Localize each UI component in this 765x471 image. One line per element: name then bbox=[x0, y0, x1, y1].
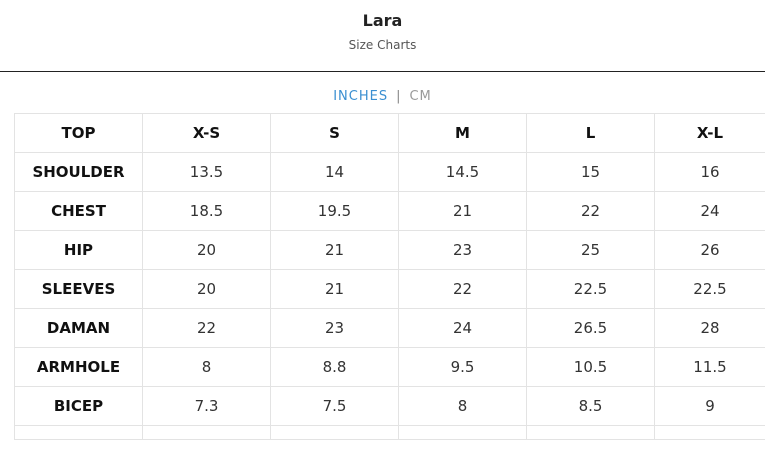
table-header-row: TOP X-S S M L X-L bbox=[14, 113, 765, 153]
table-cell: 19.5 bbox=[270, 191, 399, 231]
table-cell: 23 bbox=[270, 308, 399, 348]
table-row: CHEST 18.5 19.5 21 22 24 bbox=[14, 191, 765, 231]
table-cell: 22.5 bbox=[526, 269, 655, 309]
column-header-m: M bbox=[398, 113, 527, 153]
table-cell: 10.5 bbox=[526, 347, 655, 387]
table-cell: 7.3 bbox=[142, 386, 271, 426]
table-row: SHOULDER 13.5 14 14.5 15 16 bbox=[14, 152, 765, 192]
table-cell: 22 bbox=[142, 308, 271, 348]
unit-separator: | bbox=[396, 89, 402, 104]
row-label-shoulder: SHOULDER bbox=[14, 152, 143, 192]
table-cell: 28 bbox=[654, 308, 765, 348]
table-row: SLEEVES 20 21 22 22.5 22.5 bbox=[14, 269, 765, 309]
row-label-chest: CHEST bbox=[14, 191, 143, 231]
table-cell: 21 bbox=[398, 191, 527, 231]
column-header-s: S bbox=[270, 113, 399, 153]
column-header-xl: X-L bbox=[654, 113, 765, 153]
row-label-daman: DAMAN bbox=[14, 308, 143, 348]
table-row: HIP 20 21 23 25 26 bbox=[14, 230, 765, 270]
table-cell: 26.5 bbox=[526, 308, 655, 348]
table-cell: 21 bbox=[270, 269, 399, 309]
size-charts-subtitle: Size Charts bbox=[348, 38, 417, 52]
row-label-sleeves: SLEEVES bbox=[14, 269, 143, 309]
table-cell: 23 bbox=[398, 230, 527, 270]
table-cell: 13.5 bbox=[142, 152, 271, 192]
table-cell: 9 bbox=[654, 386, 765, 426]
column-header-top: TOP bbox=[14, 113, 143, 153]
table-cell: 7.5 bbox=[270, 386, 399, 426]
table-cell bbox=[14, 425, 143, 440]
column-header-xs: X-S bbox=[142, 113, 271, 153]
table-empty-row bbox=[14, 425, 765, 440]
table-cell: 16 bbox=[654, 152, 765, 192]
table-cell: 14.5 bbox=[398, 152, 527, 192]
table-cell: 8 bbox=[398, 386, 527, 426]
row-label-armhole: ARMHOLE bbox=[14, 347, 143, 387]
table-cell: 26 bbox=[654, 230, 765, 270]
product-title: Lara bbox=[362, 11, 403, 30]
table-cell: 8.5 bbox=[526, 386, 655, 426]
unit-cm-option[interactable]: CM bbox=[409, 89, 432, 104]
row-label-hip: HIP bbox=[14, 230, 143, 270]
table-cell bbox=[526, 425, 655, 440]
table-cell: 22 bbox=[526, 191, 655, 231]
size-chart-header: Lara Size Charts bbox=[0, 0, 765, 72]
table-cell bbox=[398, 425, 527, 440]
table-cell: 18.5 bbox=[142, 191, 271, 231]
table-cell: 22.5 bbox=[654, 269, 765, 309]
unit-toggle: INCHES | CM bbox=[0, 89, 765, 104]
table-cell bbox=[270, 425, 399, 440]
table-cell: 9.5 bbox=[398, 347, 527, 387]
table-cell: 8.8 bbox=[270, 347, 399, 387]
table-cell: 15 bbox=[526, 152, 655, 192]
table-cell: 20 bbox=[142, 230, 271, 270]
table-cell: 22 bbox=[398, 269, 527, 309]
table-row: DAMAN 22 23 24 26.5 28 bbox=[14, 308, 765, 348]
table-cell bbox=[142, 425, 271, 440]
table-cell: 14 bbox=[270, 152, 399, 192]
table-cell: 25 bbox=[526, 230, 655, 270]
table-row: BICEP 7.3 7.5 8 8.5 9 bbox=[14, 386, 765, 426]
table-row: ARMHOLE 8 8.8 9.5 10.5 11.5 bbox=[14, 347, 765, 387]
table-cell: 21 bbox=[270, 230, 399, 270]
table-cell: 24 bbox=[398, 308, 527, 348]
column-header-l: L bbox=[526, 113, 655, 153]
table-cell bbox=[654, 425, 765, 440]
size-table: TOP X-S S M L X-L SHOULDER 13.5 14 14.5 … bbox=[14, 113, 765, 440]
table-cell: 11.5 bbox=[654, 347, 765, 387]
row-label-bicep: BICEP bbox=[14, 386, 143, 426]
table-cell: 8 bbox=[142, 347, 271, 387]
unit-inches-option[interactable]: INCHES bbox=[333, 89, 389, 104]
table-cell: 24 bbox=[654, 191, 765, 231]
table-cell: 20 bbox=[142, 269, 271, 309]
